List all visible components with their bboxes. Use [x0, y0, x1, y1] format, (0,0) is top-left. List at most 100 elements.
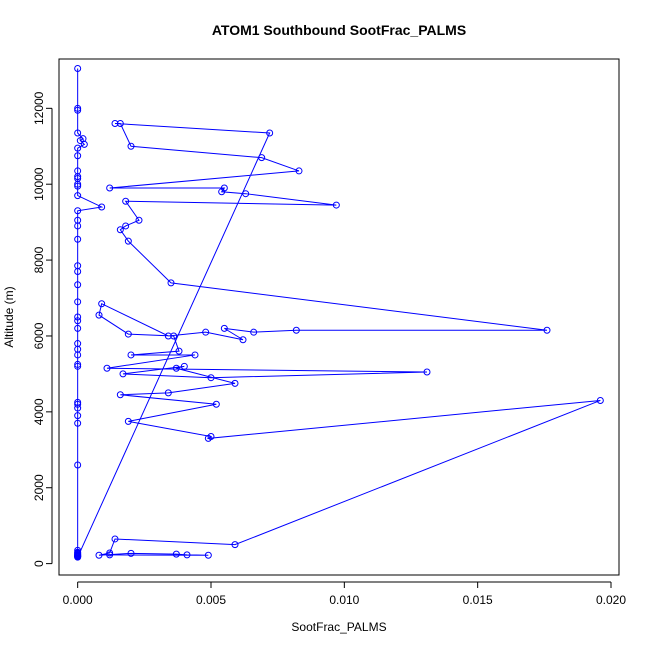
data-point	[74, 64, 82, 72]
data-point	[74, 461, 82, 469]
data-point	[74, 553, 82, 561]
data-point	[74, 324, 82, 332]
data-point	[242, 190, 250, 198]
data-point	[74, 192, 82, 200]
data-point	[135, 216, 143, 224]
data-point	[127, 351, 135, 359]
data-point	[124, 330, 132, 338]
data-point	[119, 370, 127, 378]
data-point	[74, 222, 82, 230]
data-point	[207, 374, 215, 382]
y-tick-label: 2000	[32, 474, 46, 501]
data-point	[127, 142, 135, 150]
y-axis-label: Altitude (m)	[2, 286, 16, 347]
data-point	[106, 551, 114, 559]
plot-frame	[58, 58, 620, 576]
data-point	[74, 207, 82, 215]
data-point	[122, 197, 130, 205]
data-point	[239, 336, 247, 344]
data-point	[183, 551, 191, 559]
series-line	[77, 68, 601, 558]
chart-title: ATOM1 Southbound SootFrac_PALMS	[212, 22, 466, 38]
data-point	[122, 222, 130, 230]
data-point	[212, 400, 220, 408]
data-point	[103, 364, 111, 372]
data-point	[74, 281, 82, 289]
data-point	[106, 549, 114, 557]
data-point	[295, 167, 303, 175]
data-point	[423, 368, 431, 376]
data-point	[191, 351, 199, 359]
data-point	[250, 328, 258, 336]
data-point	[95, 551, 103, 559]
data-point	[74, 173, 82, 181]
data-point	[258, 154, 266, 162]
data-point	[596, 396, 604, 404]
data-point	[74, 313, 82, 321]
data-point	[127, 549, 135, 557]
y-tick-label: 4000	[32, 398, 46, 425]
y-tick-label: 12000	[32, 91, 46, 125]
data-point	[124, 237, 132, 245]
data-point	[74, 235, 82, 243]
x-tick-label: 0.020	[596, 593, 626, 607]
data-point	[74, 298, 82, 306]
y-tick-label: 8000	[32, 246, 46, 273]
data-point	[74, 180, 82, 188]
y-axis: 0 2000 4000 6000 8000 10000 12000	[32, 91, 53, 567]
data-point	[74, 360, 82, 368]
x-tick-label: 0.015	[463, 593, 493, 607]
data-point	[76, 137, 84, 145]
data-point	[106, 184, 114, 192]
data-point	[172, 364, 180, 372]
x-axis: 0.000 0.005 0.010 0.015 0.020	[63, 581, 626, 607]
x-axis-label: SootFrac_PALMS	[291, 620, 386, 634]
data-point	[231, 541, 239, 549]
y-tick-label: 6000	[32, 322, 46, 349]
data-point	[332, 201, 340, 209]
data-point	[111, 120, 119, 127]
data-point	[98, 203, 106, 211]
data-point	[74, 144, 82, 152]
data-point	[231, 379, 239, 387]
data-point	[74, 104, 82, 112]
data-point	[74, 400, 82, 408]
data-point	[74, 267, 82, 275]
data-point	[543, 326, 551, 334]
data-point	[292, 326, 300, 334]
data-point	[164, 389, 172, 397]
data-point	[95, 311, 103, 319]
data-point	[164, 332, 172, 340]
data-point	[116, 120, 124, 127]
data-point	[116, 226, 124, 234]
data-point	[98, 300, 106, 308]
data-point	[80, 140, 88, 148]
data-point	[74, 404, 82, 412]
data-point	[204, 434, 212, 442]
data-point	[204, 551, 212, 559]
data-point	[175, 347, 183, 355]
data-point	[266, 129, 274, 137]
x-tick-label: 0.000	[63, 593, 93, 607]
data-point	[124, 417, 132, 425]
data-point	[74, 182, 82, 190]
data-point	[74, 419, 82, 427]
data-point	[202, 328, 210, 336]
data-point	[74, 351, 82, 359]
data-point	[74, 412, 82, 420]
data-point	[74, 129, 82, 137]
data-point	[218, 188, 226, 196]
y-tick-label: 10000	[32, 167, 46, 201]
data-point	[111, 535, 119, 543]
plot-area	[74, 64, 604, 561]
data-point	[74, 152, 82, 160]
data-point	[74, 317, 82, 325]
y-tick-label: 0	[32, 560, 46, 567]
data-point	[170, 332, 178, 340]
x-tick-label: 0.010	[329, 593, 359, 607]
data-point	[220, 324, 228, 332]
x-tick-label: 0.005	[196, 593, 226, 607]
data-point	[180, 362, 188, 370]
data-point	[74, 106, 82, 114]
